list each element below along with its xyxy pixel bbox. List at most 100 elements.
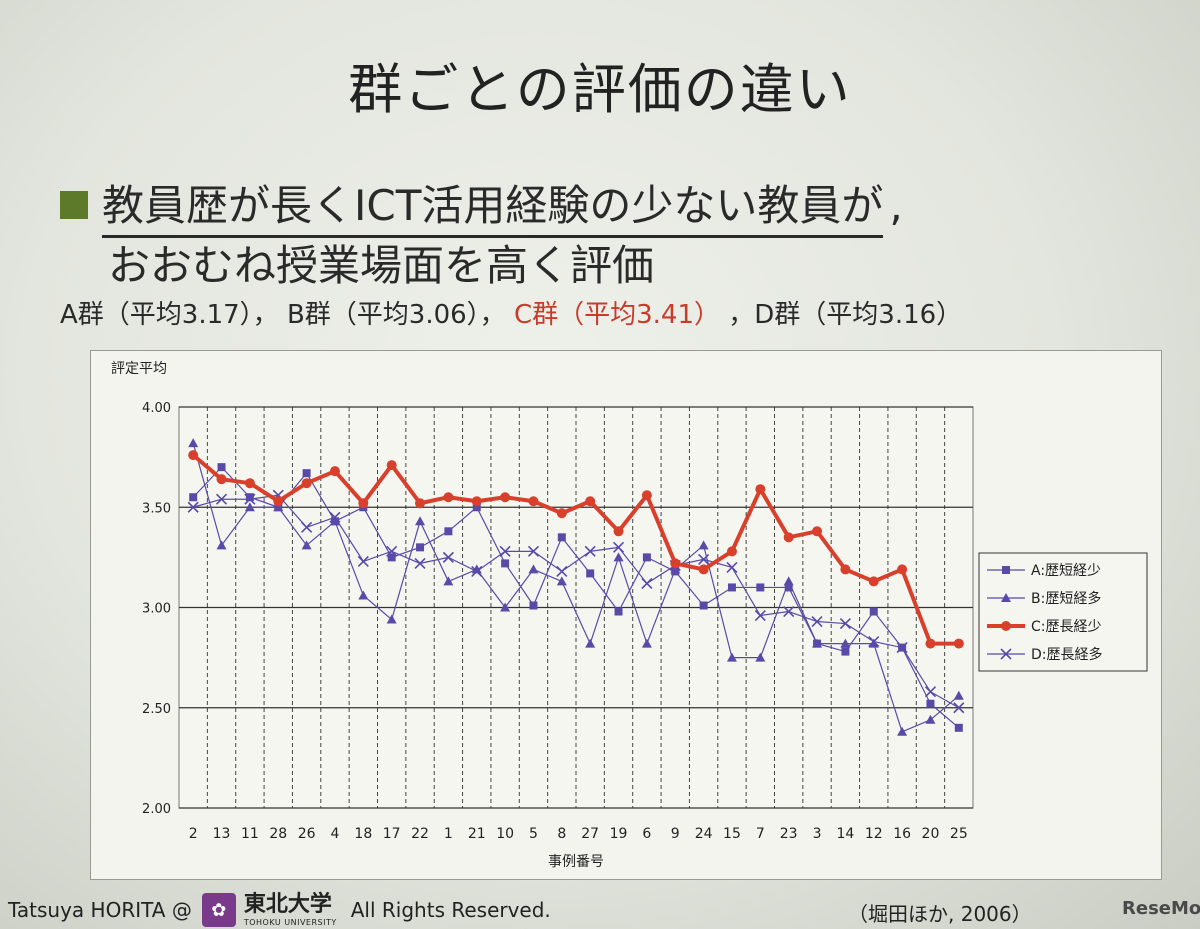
data-point-triangle xyxy=(358,590,369,600)
bullet-text: 教員歴が長くICT活用経験の少ない教員が xyxy=(102,172,884,238)
data-point-triangle xyxy=(812,638,823,648)
data-point-x xyxy=(527,545,540,557)
group-c-average: C群（平均3.41） xyxy=(513,300,720,330)
y-tick-label: 3.50 xyxy=(142,501,171,516)
data-point-triangle xyxy=(868,638,879,648)
y-tick-label: 2.00 xyxy=(142,802,171,817)
data-point-triangle xyxy=(783,576,794,586)
data-point-x xyxy=(641,577,653,590)
footer-citation: （堀田ほか, 2006） xyxy=(848,902,1032,926)
bullet-line-1: 教員歴が長くICT活用経験の少ない教員が , xyxy=(60,172,903,238)
data-point-square xyxy=(727,583,736,592)
data-point-square xyxy=(954,723,963,732)
data-point-square xyxy=(586,569,595,578)
legend-marker-triangle xyxy=(1001,593,1011,602)
series-line-x xyxy=(193,494,960,709)
data-point-triangle xyxy=(897,726,908,736)
data-point-triangle xyxy=(216,540,227,550)
data-point-x xyxy=(726,561,738,573)
data-point-square xyxy=(189,493,198,502)
x-marker-stroke xyxy=(244,493,256,505)
data-point-x xyxy=(329,511,341,523)
university-name: 東北大学 TOHOKU UNIVERSITY xyxy=(243,891,337,927)
data-point-square xyxy=(614,607,623,616)
x-marker-stroke xyxy=(754,609,766,622)
data-point-circle xyxy=(188,450,199,461)
data-point-triangle xyxy=(755,652,766,662)
x-marker-stroke xyxy=(924,686,937,698)
data-point-circle xyxy=(840,564,851,575)
data-point-square xyxy=(501,559,510,568)
x-tick-label: 10 xyxy=(496,826,514,842)
data-point-x xyxy=(612,541,625,553)
x-tick-label: 14 xyxy=(836,826,854,842)
x-tick-label: 19 xyxy=(610,826,628,842)
group-a-average: A群（平均3.17）， xyxy=(60,300,279,330)
data-point-triangle xyxy=(329,516,340,526)
legend-marker-x xyxy=(1000,648,1012,660)
data-point-triangle xyxy=(670,564,681,574)
series-line-circle xyxy=(191,453,959,646)
data-point-circle xyxy=(755,484,766,495)
x-tick-label: 16 xyxy=(893,826,911,842)
x-tick-label: 6 xyxy=(642,826,651,842)
x-marker-stroke xyxy=(698,553,710,565)
legend-marker-square xyxy=(1002,566,1010,574)
x-tick-label: 20 xyxy=(922,826,940,842)
x-marker-stroke xyxy=(839,617,851,630)
x-tick-label: 8 xyxy=(557,826,566,842)
data-point-x xyxy=(215,493,228,505)
x-tick-label: 26 xyxy=(298,826,316,842)
x-tick-label: 12 xyxy=(865,826,883,842)
data-point-triangle xyxy=(386,614,397,624)
data-point-triangle xyxy=(925,714,936,724)
watermark: ReseMom xyxy=(1122,898,1200,919)
x-tick-label: 9 xyxy=(671,826,680,842)
x-marker-stroke xyxy=(187,501,199,513)
data-point-circle xyxy=(670,558,681,569)
chart-frame: 2.00 2.50 3.00 3.50 4.00 2 13 11 28 26 4 18 17 22 1 21 1… xyxy=(90,350,1162,880)
data-point-x xyxy=(414,557,426,569)
data-point-triangle xyxy=(188,438,199,448)
y-axis-label: 評定平均 xyxy=(111,361,167,377)
data-point-square xyxy=(416,543,425,552)
x-tick-label: 4 xyxy=(331,826,340,842)
group-d-average: ，D群（平均3.16） xyxy=(728,300,963,330)
x-tick-label: 13 xyxy=(213,826,231,842)
data-point-circle xyxy=(613,526,624,537)
x-tick-label: 23 xyxy=(780,826,798,842)
legend-label: C:歴長経少 xyxy=(1031,619,1102,635)
data-point-triangle xyxy=(698,540,709,550)
data-point-triangle xyxy=(840,638,851,648)
x-tick-label: 22 xyxy=(411,826,429,842)
x-marker-stroke xyxy=(783,605,795,618)
data-point-circle xyxy=(500,492,511,503)
group-b-average: B群（平均3.06）， xyxy=(286,300,506,330)
data-point-circle xyxy=(386,460,397,471)
data-point-circle xyxy=(925,638,936,649)
bullet-line-2: おおむね授業場面を高く評価 xyxy=(108,241,655,290)
line-chart: 2.002.503.003.504.002 13 11 28 26 4 18 17 22 1 21 1… xyxy=(111,361,1148,870)
data-point-circle xyxy=(953,638,964,649)
data-point-square xyxy=(699,601,708,610)
university-name-jp: 東北大学 xyxy=(243,891,332,917)
data-point-triangle xyxy=(244,502,255,512)
data-point-x xyxy=(386,545,398,557)
y-tick-label: 3.00 xyxy=(142,602,171,617)
footer-rights: All Rights Reserved. xyxy=(350,898,551,922)
data-point-triangle xyxy=(585,638,596,648)
data-point-triangle xyxy=(443,576,454,586)
x-marker-stroke xyxy=(414,557,426,569)
data-point-triangle xyxy=(500,602,511,612)
data-point-x xyxy=(584,545,596,557)
data-point-circle xyxy=(698,564,709,575)
x-tick-label: 21 xyxy=(468,826,486,842)
x-marker-stroke xyxy=(442,551,454,563)
data-point-x xyxy=(924,686,937,698)
data-point-x xyxy=(754,609,766,622)
data-point-x xyxy=(442,551,454,563)
data-point-x xyxy=(301,521,313,533)
data-point-circle xyxy=(897,564,908,575)
group-averages: A群（平均3.17）， B群（平均3.06）， C群（平均3.41） ，D群（平… xyxy=(60,294,962,331)
series-line-square xyxy=(192,466,960,729)
